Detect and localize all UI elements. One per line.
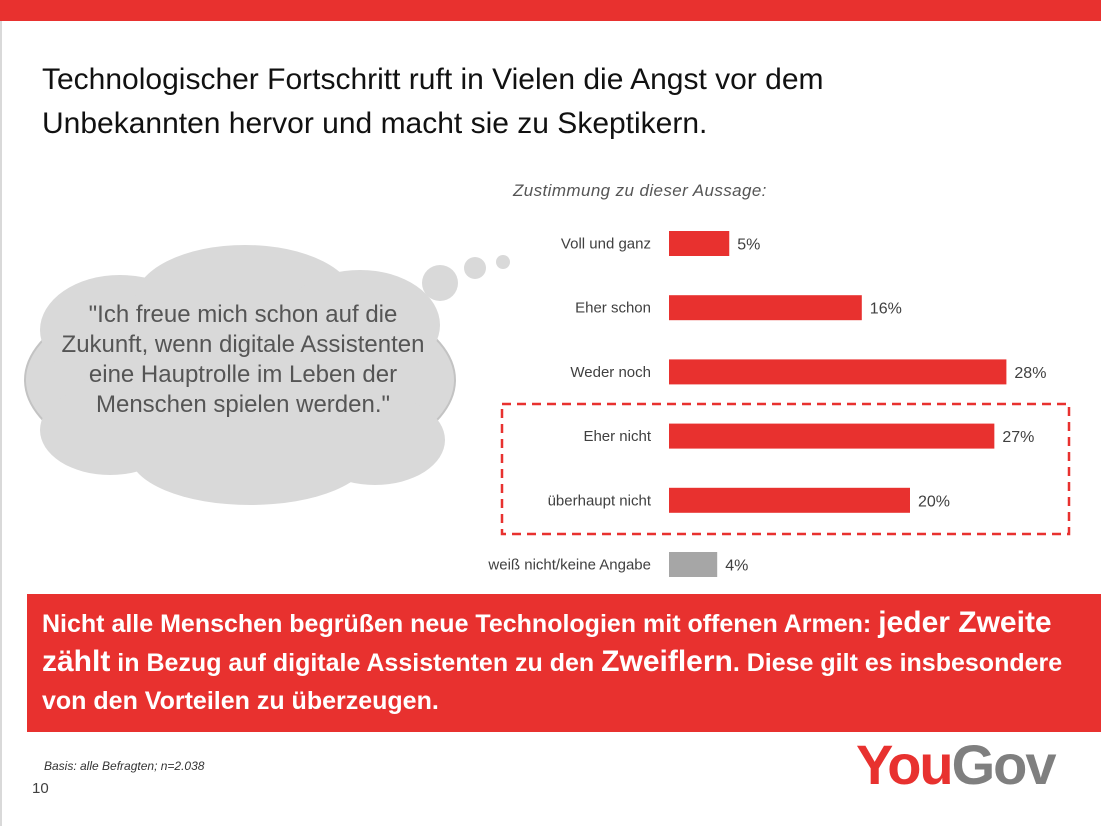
category-label: überhaupt nicht: [548, 492, 652, 509]
banner-text-1: Nicht alle Menschen begrüßen neue Techno…: [42, 610, 872, 638]
bar: [669, 423, 995, 449]
value-label: 5%: [737, 237, 760, 254]
title-line-1: Technologischer Fortschritt ruft in Viel…: [42, 63, 824, 96]
banner-emphasis-1: jeder Zweite zählt: [42, 606, 1052, 678]
conclusion-banner: Nicht alle Menschen begrüßen neue Techno…: [27, 594, 1101, 732]
banner-text-2: in Bezug auf digitale Assistenten zu den: [117, 649, 595, 677]
bar: [669, 295, 862, 321]
value-label: 27%: [1002, 429, 1034, 446]
title-line-2: Unbekannten hervor und macht sie zu Skep…: [42, 107, 708, 140]
slide-title: Technologischer Fortschritt ruft in Viel…: [42, 58, 1042, 146]
page-number: 10: [32, 780, 49, 797]
cloud-bubble-large: [422, 265, 458, 301]
value-label: 16%: [870, 301, 902, 318]
bar: [669, 231, 730, 256]
category-label: Weder noch: [570, 364, 651, 381]
yougov-logo: YouGov: [856, 732, 1057, 797]
quote-text: "Ich freue mich schon auf die Zukunft, w…: [61, 301, 425, 418]
cloud-bubble-medium: [464, 257, 486, 279]
basis-note: Basis: alle Befragten; n=2.038: [44, 759, 205, 773]
category-label: Eher nicht: [583, 428, 651, 445]
category-label: Eher schon: [575, 300, 651, 317]
highlight-frame: [500, 402, 1071, 536]
top-accent-bar: [0, 0, 1101, 21]
cloud-bubble-small: [496, 255, 510, 269]
bar-group: Voll und ganz 5% Eher schon 16% Weder noch 28…: [487, 231, 1046, 577]
value-label: 20%: [918, 493, 950, 510]
bar: [669, 359, 1007, 385]
category-label: weiß nicht/keine Angabe: [487, 557, 651, 574]
value-label: 4%: [725, 558, 748, 575]
banner-text-3: . Diese gilt es insbesondere von den Vor…: [42, 649, 1063, 715]
category-label: Voll und ganz: [561, 236, 651, 253]
chart-heading: Zustimmung zu dieser Aussage:: [513, 181, 767, 200]
cloud-puff: [305, 395, 445, 485]
banner-emphasis-2: Zweiflern: [601, 645, 733, 678]
bar: [669, 552, 718, 577]
thought-cloud: [24, 245, 510, 505]
cloud-puff: [40, 385, 180, 475]
bar: [669, 487, 910, 513]
logo-gov: Gov: [951, 733, 1057, 796]
left-border: [0, 21, 2, 826]
logo-you: You: [856, 733, 954, 796]
cloud-puff: [280, 270, 440, 380]
value-label: 28%: [1014, 365, 1046, 382]
